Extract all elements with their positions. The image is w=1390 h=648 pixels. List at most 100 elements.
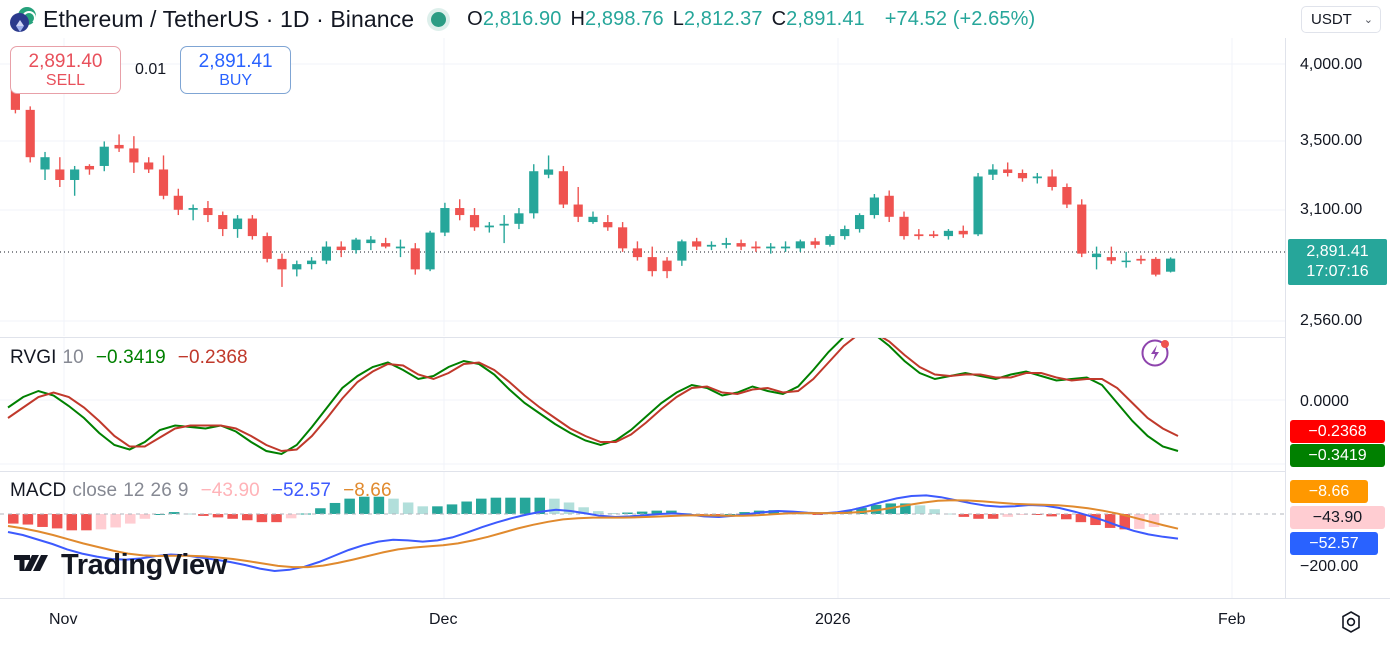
macd-histogram-bar bbox=[944, 513, 955, 515]
sell-button[interactable]: 2,891.40 SELL bbox=[10, 46, 121, 94]
close-label: C bbox=[771, 7, 787, 30]
macd-badge-macd: −52.57 bbox=[1290, 532, 1378, 555]
candle-body bbox=[632, 248, 643, 258]
candle-body bbox=[692, 241, 702, 247]
macd-histogram-bar bbox=[1104, 514, 1116, 528]
macd-histogram-bar bbox=[973, 514, 984, 519]
macd-indicator-pane[interactable]: MACD close 12 26 9 −43.90 −52.57 −8.66 bbox=[0, 471, 1285, 599]
macd-histogram-bar bbox=[95, 514, 107, 530]
candlestick-chart bbox=[0, 38, 1285, 336]
macd-histogram-bar bbox=[929, 509, 940, 514]
candle-body bbox=[40, 157, 50, 170]
macd-histogram-bar bbox=[110, 514, 121, 528]
candle-body bbox=[647, 257, 657, 272]
symbol-title[interactable]: Ethereum / TetherUS · 1D · Binance bbox=[43, 5, 415, 32]
spread-value: 0.01 bbox=[135, 61, 167, 78]
macd-histogram-bar bbox=[534, 497, 546, 514]
macd-histogram-bar bbox=[81, 514, 92, 531]
macd-histogram-bar bbox=[329, 502, 341, 514]
candle-body bbox=[751, 246, 761, 249]
macd-histogram-bar bbox=[154, 514, 165, 515]
macd-chart bbox=[0, 472, 1285, 599]
buy-price: 2,891.41 bbox=[198, 50, 273, 72]
market-open-dot-icon bbox=[431, 11, 447, 27]
candle-body bbox=[869, 197, 879, 216]
macd-histogram-bar bbox=[636, 511, 648, 514]
candle-body bbox=[499, 223, 509, 226]
macd-histogram-bar bbox=[256, 514, 268, 523]
candle-body bbox=[543, 169, 554, 175]
sell-price: 2,891.40 bbox=[28, 50, 103, 72]
rvgi-value-green: −0.3419 bbox=[95, 347, 166, 368]
macd-signal-value: −8.66 bbox=[343, 480, 392, 501]
macd-histogram-bar bbox=[198, 514, 209, 516]
candle-body bbox=[1047, 176, 1057, 187]
candle-body bbox=[144, 162, 154, 170]
candle-body bbox=[440, 208, 450, 233]
macd-legend[interactable]: MACD close 12 26 9 −43.90 −52.57 −8.66 bbox=[10, 480, 392, 502]
candle-body bbox=[84, 165, 95, 170]
macd-histogram-bar bbox=[461, 501, 472, 514]
candle-body bbox=[70, 169, 80, 180]
macd-histogram-bar bbox=[402, 502, 414, 514]
rvgi-zero-label: 0.0000 bbox=[1300, 393, 1349, 410]
macd-histogram-bar bbox=[578, 507, 589, 514]
candle-body bbox=[1136, 258, 1146, 261]
candle-body bbox=[1032, 176, 1042, 179]
macd-value: −52.57 bbox=[271, 480, 332, 501]
lightning-promo-icon[interactable] bbox=[1140, 336, 1172, 368]
macd-histogram-bar bbox=[139, 514, 151, 519]
candle-body bbox=[173, 195, 183, 210]
macd-histogram-bar bbox=[373, 496, 385, 514]
currency-selector[interactable]: USDT ⌄ bbox=[1301, 6, 1381, 33]
low-label: L bbox=[672, 7, 684, 30]
rvgi-badge-red: −0.2368 bbox=[1290, 420, 1385, 443]
rvgi-signal-line bbox=[7, 338, 1179, 453]
macd-histogram-bar bbox=[125, 514, 136, 524]
macd-slow: 26 bbox=[150, 480, 172, 501]
candle-body bbox=[973, 176, 983, 235]
candle-body bbox=[988, 169, 998, 175]
macd-histogram-bar bbox=[22, 514, 34, 525]
macd-histogram-bar bbox=[490, 497, 502, 514]
close-value: 2,891.41 bbox=[786, 7, 865, 30]
price-chart-pane[interactable] bbox=[0, 38, 1285, 367]
candle-body bbox=[484, 225, 494, 228]
chart-settings-icon[interactable] bbox=[1338, 609, 1364, 635]
macd-histogram-bar bbox=[593, 511, 604, 514]
chevron-down-icon: ⌄ bbox=[1363, 14, 1373, 26]
candle-body bbox=[232, 218, 243, 230]
time-scale-axis[interactable]: Nov Dec 2026 Feb bbox=[0, 598, 1390, 648]
candle-body bbox=[307, 260, 317, 265]
candle-body bbox=[929, 234, 939, 237]
candle-body bbox=[351, 239, 361, 251]
low-value: 2,812.37 bbox=[683, 7, 763, 30]
buy-sell-widget: 2,891.40 SELL 0.01 2,891.41 BUY bbox=[10, 46, 292, 94]
rvgi-line bbox=[7, 338, 1179, 456]
macd-badge-hist: −43.90 bbox=[1290, 506, 1385, 529]
chart-legend-bar: Ethereum / TetherUS · 1D · Binance O2,81… bbox=[0, 0, 1390, 38]
macd-histogram-bar bbox=[622, 512, 633, 514]
sell-label: SELL bbox=[45, 71, 86, 89]
price-scale-axis[interactable]: 4,000.00 3,500.00 3,100.00 2,891.41 17:0… bbox=[1285, 38, 1390, 598]
candle-body bbox=[677, 241, 687, 261]
macd-histogram-bar bbox=[1134, 514, 1145, 529]
macd-signal-line bbox=[7, 499, 1179, 569]
macd-histogram-bar bbox=[958, 514, 970, 517]
macd-line bbox=[7, 494, 1179, 573]
macd-histogram-bar bbox=[388, 498, 399, 514]
buy-button[interactable]: 2,891.41 BUY bbox=[180, 46, 292, 94]
candle-body bbox=[810, 241, 820, 245]
rvgi-indicator-pane[interactable]: RVGI 10 −0.3419 −0.2368 bbox=[0, 337, 1285, 470]
candle-body bbox=[277, 258, 287, 270]
current-price-badge: 2,891.41 17:07:16 bbox=[1288, 239, 1387, 285]
macd-histogram-bar bbox=[666, 510, 677, 514]
macd-histogram-bar bbox=[563, 502, 575, 514]
candle-body bbox=[914, 234, 924, 237]
macd-histogram-bar bbox=[227, 514, 238, 519]
grid-lines bbox=[0, 399, 1285, 465]
macd-histogram-bar bbox=[607, 513, 619, 515]
rvgi-legend[interactable]: RVGI 10 −0.3419 −0.2368 bbox=[10, 347, 248, 369]
macd-histogram-bar bbox=[900, 503, 911, 514]
macd-histogram-bar bbox=[51, 514, 63, 529]
